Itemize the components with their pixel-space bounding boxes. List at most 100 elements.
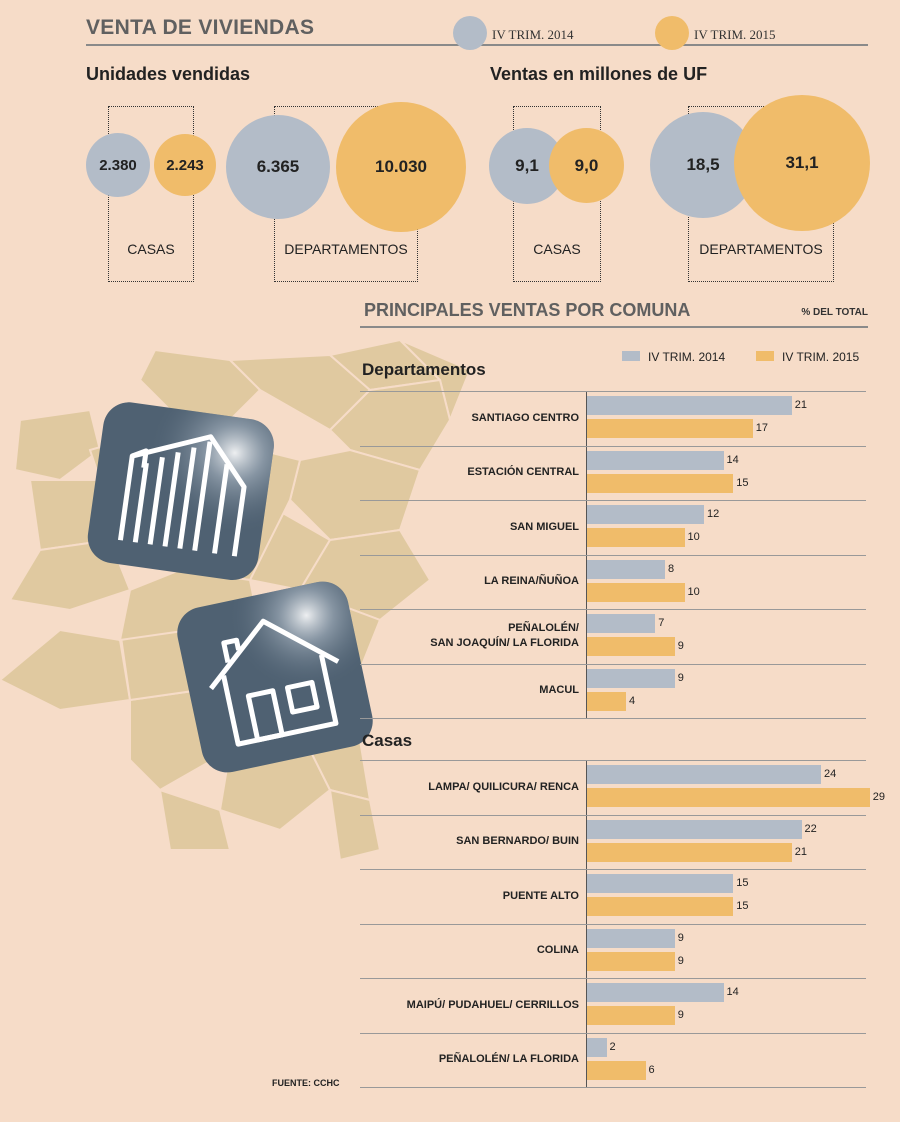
casas-bar-value-2014: 15 [736, 877, 749, 889]
casas-bar-value-2015: 9 [677, 954, 684, 967]
casas-bar-value-2015: 15 [736, 900, 749, 912]
units-casas-2015: 2.243 [154, 134, 216, 196]
casas-bar-value-2014: 9 [677, 931, 684, 944]
comuna-legend-2014-swatch [622, 351, 640, 361]
casas-bar-value-2014: 2 [609, 1040, 616, 1053]
deptos-bar-2014 [587, 396, 792, 415]
deptos-row-label: LA REINA/ÑUÑOA [484, 575, 579, 588]
source-note: FUENTE: CCHC [272, 1078, 340, 1088]
deptos-bar-2014 [587, 668, 675, 688]
deptos-bar-value-2015: 4 [629, 694, 636, 707]
casas-bar-2015 [587, 788, 870, 807]
house-icon [170, 575, 380, 780]
deptos-row-divider [360, 500, 866, 501]
deptos-row-label: MACUL [539, 684, 579, 697]
uf-deptos-label: DEPARTAMENTOS [699, 241, 823, 257]
deptos-bar-2014 [587, 505, 704, 524]
casas-row-label: MAIPÚ/ PUDAHUEL/ CERRILLOS [406, 998, 579, 1011]
casas-row-divider [360, 923, 866, 925]
casas-row-label: COLINA [536, 944, 579, 957]
comuna-legend-2014-label: IV TRIM. 2014 [648, 350, 726, 364]
casas-row-label: PEÑALOLÉN/ LA FLORIDA [438, 1053, 579, 1066]
casas-bar-2014 [587, 928, 675, 948]
casas-bar-2015 [587, 842, 792, 862]
comuna-legend-2015-swatch [756, 351, 774, 361]
deptos-row-divider [360, 663, 866, 665]
casas-row-divider [360, 1032, 866, 1034]
casas-bar-value-2014: 24 [824, 768, 837, 780]
deptos-row-divider [360, 609, 866, 610]
comuna-legend-2015-label: IV TRIM. 2015 [782, 350, 860, 364]
deptos-row-divider [360, 391, 866, 392]
deptos-bar-value-2014: 9 [677, 671, 684, 684]
casas-bar-2015 [587, 1060, 646, 1080]
deptos-bar-value-2014: 12 [707, 508, 720, 520]
casas-bar-2014 [587, 765, 821, 784]
legend-2015-label: IV TRIM. 2015 [694, 27, 776, 42]
deptos-group-title: Departamentos [362, 360, 486, 379]
legend-2015-swatch [655, 16, 689, 50]
uf-deptos-2015: 31,1 [734, 95, 870, 231]
casas-row-label: SAN BERNARDO/ BUIN [456, 835, 579, 848]
casas-bar-2014 [587, 983, 724, 1002]
deptos-bar-2015 [587, 582, 685, 602]
casas-bar-2014 [587, 1037, 607, 1057]
deptos-bar-value-2015: 10 [687, 531, 700, 543]
casas-bar-value-2015: 21 [794, 845, 807, 858]
deptos-bar-2015 [587, 473, 734, 493]
units-title: Unidades vendidas [86, 64, 251, 84]
uf-casas-2015: 9,0 [549, 128, 624, 203]
comuna-title: PRINCIPALES VENTAS POR COMUNA [364, 300, 691, 320]
building-icon [83, 398, 278, 583]
units-casas-label: CASAS [127, 241, 175, 257]
casas-bar-value-2015: 9 [677, 1009, 684, 1021]
casas-row-divider [360, 760, 866, 761]
casas-bar-value-2015: 6 [648, 1063, 655, 1076]
casas-row-divider [360, 869, 866, 870]
deptos-bar-2015 [587, 528, 685, 547]
uf-title: Ventas en millones de UF [490, 64, 708, 84]
deptos-bar-value-2014: 7 [658, 617, 665, 629]
deptos-bar-2015 [587, 419, 753, 438]
deptos-bar-2015 [587, 691, 626, 711]
deptos-row-divider [360, 718, 866, 719]
units-deptos-label: DEPARTAMENTOS [284, 241, 408, 257]
comuna-rule [360, 326, 868, 328]
deptos-row-label: SAN MIGUEL [509, 520, 579, 533]
pct-total-label: % DEL TOTAL [801, 307, 868, 318]
units-deptos-2014: 6.365 [226, 115, 330, 219]
units-deptos-2015: 10.030 [336, 102, 466, 232]
deptos-bar-2015 [587, 637, 675, 656]
casas-row-divider [360, 1087, 866, 1088]
casas-group-title: Casas [362, 731, 413, 750]
uf-casas-label: CASAS [533, 241, 581, 257]
deptos-bar-value-2015: 15 [736, 476, 749, 489]
legend-2014-swatch [453, 16, 487, 50]
deptos-bar-value-2014: 14 [726, 453, 739, 466]
deptos-bar-2014 [587, 614, 656, 633]
casas-row-label: LAMPA/ QUILICURA/ RENCA [428, 780, 579, 793]
deptos-bar-value-2015: 17 [755, 422, 768, 434]
casas-row-divider [360, 978, 866, 979]
deptos-row-label: ESTACIÓN CENTRAL [467, 466, 579, 479]
casas-row-divider [360, 814, 866, 816]
deptos-row-label: SANTIAGO CENTRO [471, 411, 579, 424]
casas-bar-2014 [587, 819, 802, 839]
casas-bar-value-2014: 14 [726, 986, 739, 998]
deptos-bar-2014 [587, 450, 724, 470]
deptos-bar-2014 [587, 559, 665, 579]
casas-bar-2015 [587, 951, 675, 971]
casas-bar-value-2014: 22 [804, 822, 817, 835]
deptos-bar-value-2015: 10 [687, 585, 700, 598]
casas-bar-value-2015: 29 [872, 791, 885, 803]
page-title: VENTA DE VIVIENDAS [86, 16, 315, 39]
deptos-row-divider [360, 445, 866, 447]
casas-bar-2014 [587, 874, 734, 893]
deptos-bar-value-2014: 8 [668, 562, 675, 575]
deptos-bar-value-2015: 9 [677, 640, 684, 652]
units-casas-2014: 2.380 [86, 133, 150, 197]
deptos-bar-value-2014: 21 [794, 399, 807, 411]
casas-bar-2015 [587, 1006, 675, 1025]
deptos-row-divider [360, 554, 866, 556]
